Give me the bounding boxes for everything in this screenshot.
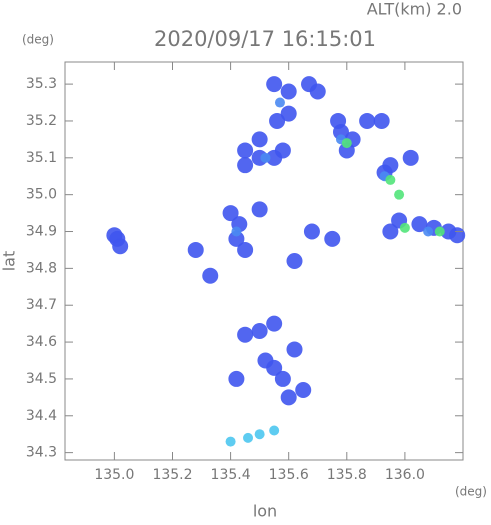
echo-cell [399,222,410,233]
echo-cell [274,97,285,108]
echo-cell [330,112,347,129]
echo-cell [202,267,219,284]
echo-cell [225,436,236,447]
echo-cell [373,112,390,129]
x-tick-label: 135.6 [269,467,309,483]
echo-cell [237,142,254,159]
echo-cell [251,323,268,340]
echo-cell [237,241,254,258]
plot-frame [64,61,464,461]
y-tick-label: 34.7 [26,297,57,313]
echo-cell [266,76,283,93]
y-tick-label: 34.5 [26,371,57,387]
echo-cell [359,112,376,129]
x-tick-label: 135.8 [327,467,367,483]
echo-cell [266,315,283,332]
echo-cell [280,83,297,100]
echo-cell [257,352,274,369]
x-tick-label: 135.0 [94,467,134,483]
echo-cell [434,226,445,237]
echo-cell [237,157,254,174]
echo-cell [251,131,268,148]
y-axis-label: lat [0,251,19,272]
echo-cell [394,189,405,200]
y-tick-label: 34.6 [26,334,57,350]
echo-cell [286,341,303,358]
echo-cell [237,326,254,343]
echo-cell [228,370,245,387]
echo-cell [309,83,326,100]
y-unit: (deg) [22,33,54,47]
echo-cell [222,205,239,222]
echo-cell [280,389,297,406]
x-tick-label: 136.0 [385,467,425,483]
echo-cell [274,142,291,159]
echo-cell [260,152,271,163]
echo-cell [243,432,254,443]
echo-cell [385,174,396,185]
echo-cell [382,223,399,240]
echo-cell [231,226,242,237]
echo-cell [449,227,466,244]
x-unit: (deg) [455,485,487,499]
y-tick-label: 35.1 [26,150,57,166]
echo-cell [269,425,280,436]
echo-cell [295,381,312,398]
echo-cell [187,241,204,258]
x-axis-label: lon [253,502,277,521]
echo-cell [338,142,355,159]
y-tick-label: 35.2 [26,113,57,129]
altitude-label: ALT(km) 2.0 [367,0,462,19]
echo-cell [303,223,320,240]
y-tick-label: 35.0 [26,187,57,203]
echo-cell [269,112,286,129]
echo-layer [106,76,466,447]
echo-cell [341,138,352,149]
echo-cell [251,201,268,218]
echo-cell [254,429,265,440]
echo-cell [228,230,245,247]
plot-border [64,61,464,461]
echo-cell [286,253,303,269]
echo-cell [106,227,123,244]
echo-cell [402,149,419,166]
x-tick-label: 135.4 [211,467,251,483]
echo-cell [423,226,434,237]
x-tick-label: 135.2 [152,467,192,483]
y-tick-label: 34.9 [26,224,57,240]
y-tick-label: 34.8 [26,260,57,276]
echo-cell [280,105,297,122]
y-tick-label: 34.4 [26,408,57,424]
echo-cell [274,370,291,387]
y-tick-label: 34.3 [26,445,57,461]
chart-title: 2020/09/17 16:15:01 [154,27,376,51]
echo-cell [411,216,428,233]
y-tick-label: 35.3 [26,76,57,92]
echo-cell [324,230,341,247]
